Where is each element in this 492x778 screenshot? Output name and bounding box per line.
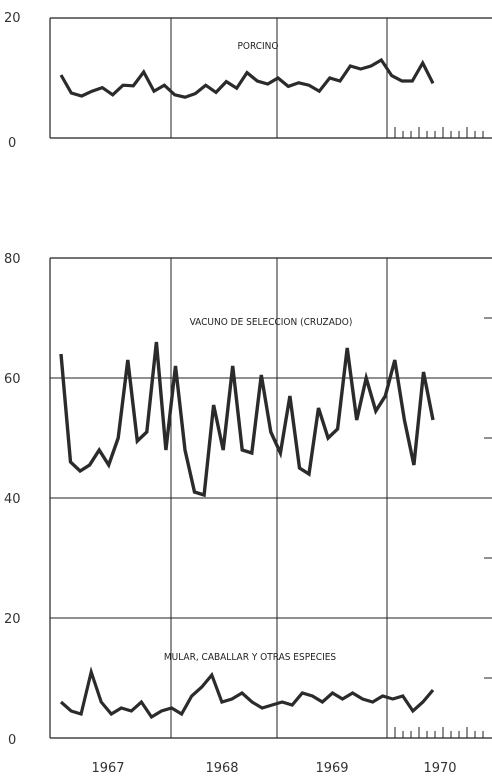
top-ytick-20: 20 [4,11,21,26]
xtick-1970: 1970 [423,761,456,776]
bottom-projection-ticks [394,727,484,738]
bottom-ytick-60: 60 [4,372,21,387]
top-chart-panel: 20 0 PORCINO [4,11,492,151]
top-ytick-0: 0 [8,136,16,151]
bottom-ytick-20: 20 [4,612,21,627]
bottom-ytick-80: 80 [4,252,21,267]
series-line-mular [59,666,435,720]
bottom-ytick-0: 0 [8,733,16,748]
xtick-1967: 1967 [91,761,124,776]
series-label-mular: MULAR, CABALLAR Y OTRAS ESPECIES [164,652,337,663]
series-line-porcino [59,57,435,99]
xtick-1968: 1968 [205,761,238,776]
series-label-porcino: PORCINO [237,41,278,52]
series-line-vacuno [59,341,435,498]
bottom-ytick-40: 40 [4,492,21,507]
xtick-1969: 1969 [315,761,348,776]
series-label-vacuno: VACUNO DE SELECCION (CRUZADO) [190,317,353,328]
top-projection-ticks [394,127,484,138]
bottom-chart-panel: 80 60 40 20 0 VACUNO DE SELECCION (CRUZA… [4,252,492,776]
